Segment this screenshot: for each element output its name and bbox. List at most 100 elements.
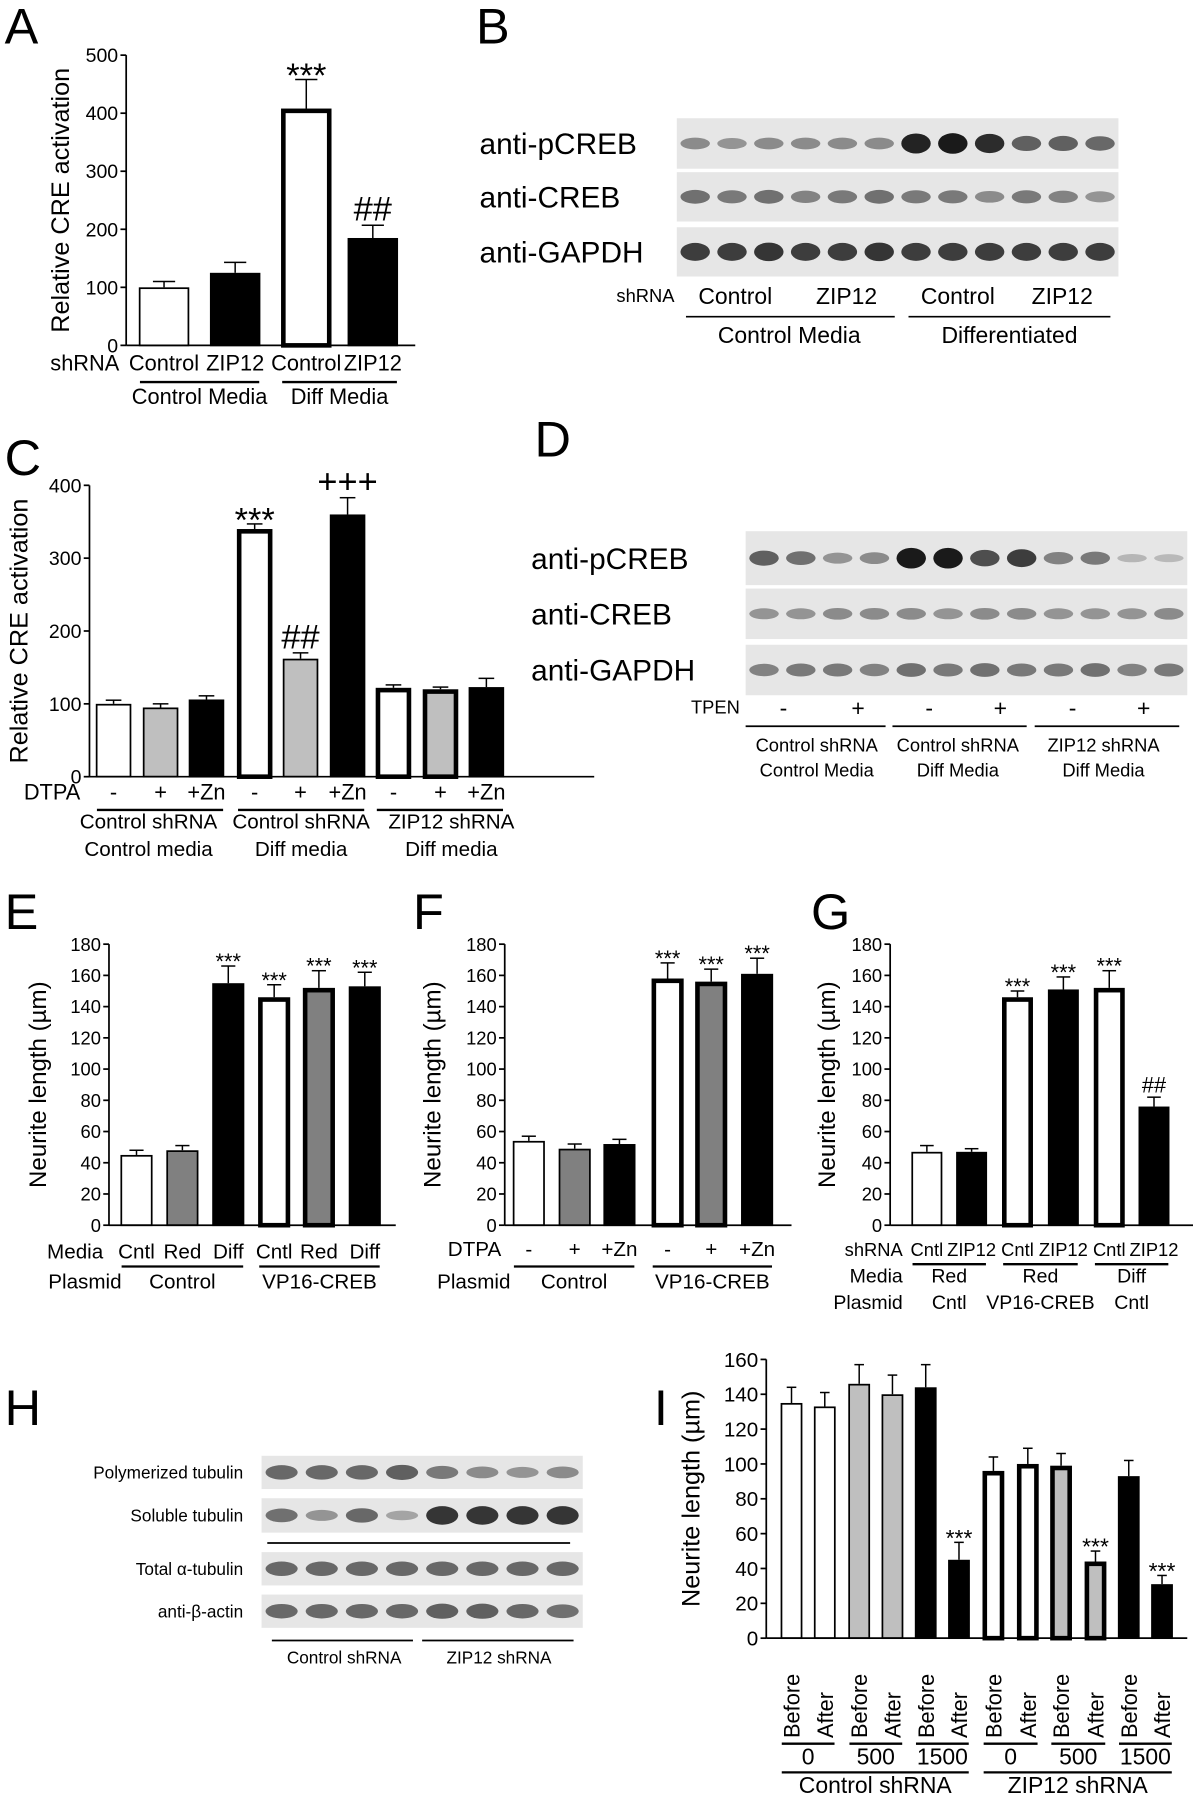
blot-band <box>1043 663 1074 677</box>
chart-panel-g: 0 20 40 60 80 100 120 140 160 180 Neurite length (… <box>814 934 1193 1314</box>
y-axis-label: Neurite length (µm) <box>814 981 841 1188</box>
bar <box>468 687 505 778</box>
chart-panel-f: 0 20 40 60 80 100 120 140 160 180 Neurite length (… <box>419 934 792 1293</box>
x-row-label: shRNA <box>50 351 119 376</box>
blot-strip <box>745 531 1188 586</box>
panel-letter-g: G <box>811 883 850 940</box>
blot-band <box>466 1603 499 1619</box>
blot-band <box>974 242 1005 261</box>
y-tick-label: 500 <box>86 45 119 67</box>
x-tick-label: - <box>390 780 397 805</box>
y-tick-label: 180 <box>70 934 101 955</box>
x-tick-label: ZIP12 <box>947 1239 996 1260</box>
significance-label: *** <box>1005 974 1031 999</box>
x-tick-label: + <box>569 1238 581 1261</box>
blot-band <box>426 1561 459 1576</box>
blot-band <box>345 1561 378 1576</box>
blot-band <box>822 663 853 677</box>
blot-band <box>1154 554 1184 563</box>
blot-band <box>1043 551 1074 565</box>
blot-band <box>305 1603 338 1619</box>
x-tick-label: + <box>705 1238 717 1261</box>
condition-item: + <box>851 695 864 721</box>
significance-label: *** <box>1051 960 1077 985</box>
panel-letter-c: C <box>5 429 41 486</box>
blot-band <box>1006 607 1037 620</box>
y-tick-label: 160 <box>724 1349 758 1372</box>
y-tick-label: 100 <box>466 1059 497 1080</box>
y-tick-label: 40 <box>476 1152 496 1173</box>
y-tick-label: 200 <box>49 621 82 643</box>
blot-band <box>546 1466 579 1479</box>
group-label: Control Media <box>760 760 875 781</box>
blot-band <box>864 137 894 150</box>
group-label: Control shRNA <box>756 734 879 755</box>
panel-letter-d: D <box>535 411 571 468</box>
y-tick-label: 200 <box>86 219 119 241</box>
significance-label: ## <box>354 191 392 229</box>
significance-label: *** <box>306 954 332 979</box>
blot-band <box>938 133 968 154</box>
bar <box>282 658 319 778</box>
x-tick-label: - <box>110 780 117 805</box>
blot-band <box>546 1561 579 1576</box>
y-tick-label: 400 <box>86 103 119 125</box>
significance-label: ## <box>281 618 319 656</box>
group-label: Control <box>541 1270 608 1293</box>
group-label: Control media <box>84 838 213 861</box>
x-tick-label: ZIP12 <box>344 351 402 376</box>
y-tick-label: 20 <box>862 1184 882 1205</box>
y-tick-label: 100 <box>724 1453 758 1476</box>
blot-band <box>1117 554 1147 563</box>
x-tick-label: +Zn <box>601 1238 637 1261</box>
blot-band <box>1011 190 1042 204</box>
blot-panel-d: anti-pCREB anti-CREB anti-GAPDH TPEN - + - + - + C… <box>531 531 1188 781</box>
group-label: Control <box>149 1270 216 1293</box>
group-label: Red <box>1023 1266 1059 1288</box>
blot-band <box>864 242 894 262</box>
blot-band <box>466 1466 499 1479</box>
x-tick-label: Before <box>914 1674 939 1738</box>
blot-band <box>864 189 894 204</box>
bar <box>422 689 459 779</box>
blot-band <box>933 663 963 677</box>
group-label: Cntl <box>932 1292 967 1314</box>
bar <box>1050 1465 1072 1641</box>
x-tick-label: After <box>1084 1692 1109 1738</box>
blot-band <box>859 552 890 565</box>
bar <box>914 1387 937 1640</box>
blot-panel-h: Polymerized tubulin Soluble tubulin Total … <box>93 1455 583 1667</box>
blot-band <box>790 190 821 204</box>
blot-row-label: anti-GAPDH <box>479 237 643 270</box>
group-label: VP16-CREB <box>655 1270 770 1293</box>
blot-band <box>1085 242 1115 261</box>
y-tick-label: 20 <box>81 1184 101 1205</box>
blot-band <box>970 663 1000 677</box>
group-label: 1500 <box>1120 1743 1171 1769</box>
blot-band <box>790 242 821 261</box>
y-tick-label: 0 <box>486 1215 496 1236</box>
group-label: Diff media <box>255 838 348 861</box>
y-tick-label: 300 <box>86 161 119 183</box>
x-tick-label: Before <box>1117 1674 1142 1738</box>
x-tick-label: +Zn <box>467 780 505 805</box>
blot-band <box>265 1465 298 1480</box>
blot-strip <box>745 644 1188 696</box>
bar <box>651 978 684 1228</box>
bar <box>120 1154 153 1227</box>
y-tick-label: 100 <box>852 1059 883 1080</box>
blot-band <box>426 1603 459 1619</box>
blot-band <box>1154 607 1184 620</box>
y-tick-label: 60 <box>476 1121 496 1142</box>
x-tick-label: Diff <box>213 1240 244 1263</box>
bar <box>1151 1584 1173 1640</box>
x-tick-label: After <box>813 1692 838 1738</box>
chart-panel-e: 0 20 40 60 80 100 120 140 160 180 Neurite length (… <box>25 934 396 1293</box>
y-tick-label: 40 <box>862 1152 882 1173</box>
blot-band <box>345 1465 378 1480</box>
blot-row-label: anti-pCREB <box>479 128 636 161</box>
blot-band <box>386 1464 419 1480</box>
condition-label: shRNA <box>616 285 675 306</box>
group-label: 500 <box>857 1743 895 1769</box>
blot-band <box>680 137 710 150</box>
